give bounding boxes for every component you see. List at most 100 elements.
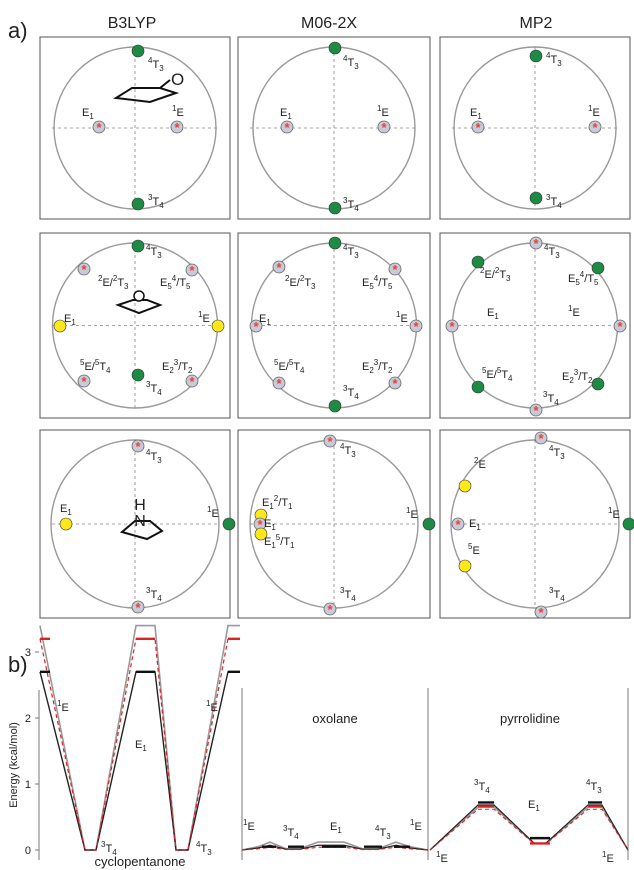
label-part: 5 (274, 358, 279, 367)
grey-conformer-marker (272, 376, 286, 390)
grey-conformer-marker (529, 236, 543, 250)
label-part: 3 (311, 282, 316, 291)
red-star-marker: * (253, 319, 259, 334)
green-conformer-marker (131, 239, 145, 253)
label-part: 1 (396, 310, 401, 319)
red-star-marker: * (81, 374, 87, 389)
red-star-marker: * (475, 120, 481, 135)
green-conformer-marker (471, 255, 485, 269)
conformer-label: 3T4 (343, 196, 359, 213)
conformer-label: 1E (568, 304, 580, 319)
label-part: 4 (157, 594, 162, 603)
energy-state-label: 4T3 (375, 824, 391, 841)
grey-conformer-marker (280, 120, 294, 134)
method-header: M06-2X (301, 15, 357, 32)
red-star-marker: * (538, 431, 544, 446)
energy-profile-panels: Energy (kcal/mol)01231EE11E3T44T3cyclope… (8, 624, 629, 869)
label-part: 1 (287, 112, 292, 121)
m0-energy-curve (39, 638, 240, 851)
label-part: E (612, 509, 619, 521)
y-axis-label: Energy (kcal/mol) (8, 722, 20, 808)
pyrrolidine-b3lyp-curve (429, 804, 629, 851)
label-part: E (470, 107, 477, 119)
label-part: 5 (80, 358, 85, 367)
grey-conformer-marker (323, 602, 337, 616)
label-part: E/ (289, 277, 300, 289)
conformer-label: 4T3 (544, 243, 560, 260)
yellow-conformer-marker (59, 517, 73, 531)
label-part: 4 (159, 201, 164, 210)
grey-conformer-marker (529, 403, 543, 417)
label-part: E (400, 313, 407, 325)
label-part: 4 (354, 392, 359, 401)
label-part: 2 (169, 366, 174, 375)
red-star-marker: * (284, 120, 290, 135)
label-part: E/ (278, 361, 289, 373)
label-part: 1 (271, 523, 276, 532)
conformer-label: E1 (82, 107, 94, 121)
label-part: 5 (276, 533, 281, 542)
grey-conformer-marker (451, 517, 465, 531)
green-conformer-marker (591, 261, 605, 275)
panel-name-oxolane: oxolane (312, 711, 358, 726)
label-part: 1 (494, 312, 499, 321)
method-header: MP2 (520, 15, 553, 32)
label-part: 2 (369, 366, 374, 375)
label-part: 5 (388, 282, 393, 291)
label-part: 3 (157, 456, 162, 465)
green-conformer-marker (131, 44, 145, 58)
label-part: E (469, 518, 476, 530)
energy-state-label: 1E (602, 850, 614, 865)
label-part: 4 (106, 366, 111, 375)
label-part: E (606, 853, 613, 865)
conformer-label: 1E (608, 506, 620, 521)
conformer-label: 4T3 (549, 444, 565, 461)
red-star-marker: * (174, 120, 180, 135)
label-part: 3 (207, 848, 212, 857)
grey-conformer-marker (185, 374, 199, 388)
label-part: T (587, 273, 594, 285)
red-star-marker: * (96, 120, 102, 135)
label-part: 3 (474, 778, 479, 787)
label-part: T (152, 196, 159, 208)
y-tick-label: 1 (25, 779, 31, 791)
conformer-label: 4T3 (340, 442, 356, 459)
panel-frame (439, 232, 631, 419)
conformer-label: 5E/5T4 (482, 366, 513, 383)
green-conformer-marker (422, 517, 436, 531)
label-part: 4 (560, 594, 565, 603)
label-part: 1 (57, 699, 62, 708)
energy-state-label: 1E (206, 699, 218, 714)
label-part: E (528, 799, 535, 811)
label-part: / (578, 371, 582, 383)
green-conformer-marker (131, 197, 145, 211)
oxolane-mp2-curve (241, 841, 429, 851)
label-part: / (280, 536, 284, 548)
label-part: E (61, 702, 68, 714)
label-part: 4 (554, 398, 559, 407)
label-part: 1 (89, 112, 94, 121)
label-part: 3 (549, 586, 554, 595)
panel-frame (39, 232, 231, 419)
label-part: 1 (288, 502, 293, 511)
oxolane-ring (115, 299, 163, 315)
label-part: 2 (285, 274, 290, 283)
label-part: T (152, 59, 159, 71)
ring-oxygen (133, 290, 145, 302)
label-part: 2 (474, 456, 479, 465)
label-part: 3 (174, 358, 179, 367)
label-part: E (592, 107, 599, 119)
label-part: E (176, 107, 183, 119)
label-part: 2 (300, 274, 305, 283)
green-conformer-marker (591, 377, 605, 391)
label-part: 3 (354, 62, 359, 71)
red-star-marker: * (617, 319, 623, 334)
red-star-marker: * (276, 376, 282, 391)
conformer-label: 3T4 (146, 380, 162, 397)
label-part: 3 (354, 251, 359, 260)
label-part: 1 (271, 541, 276, 550)
